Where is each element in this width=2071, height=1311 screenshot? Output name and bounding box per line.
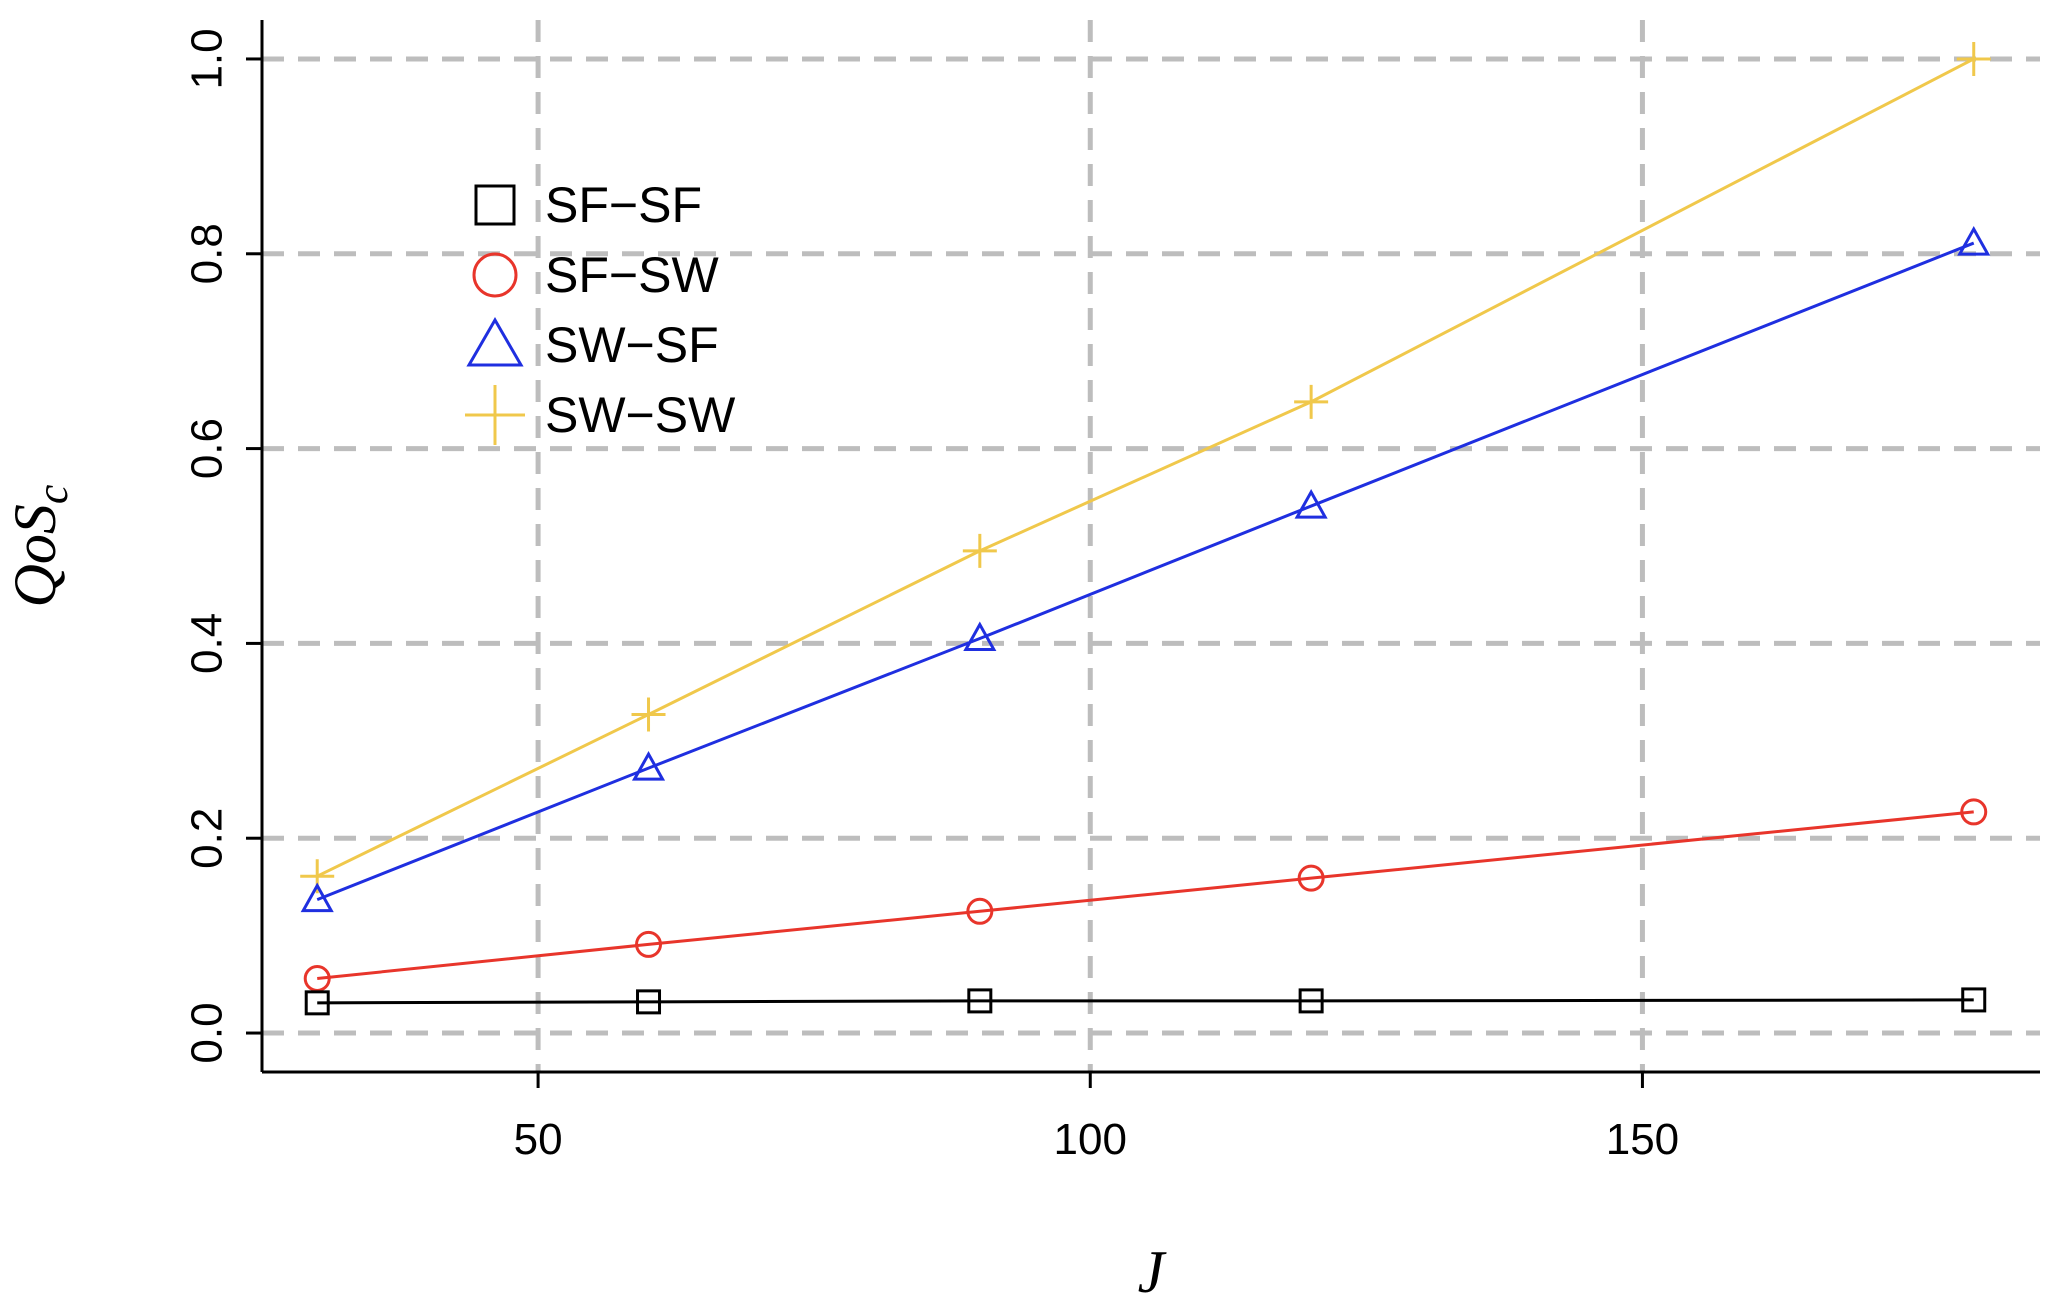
y-axis-title-subscript: c	[28, 484, 77, 504]
x-tick-label: 50	[514, 1115, 563, 1164]
legend-item: SF−SF	[474, 177, 702, 233]
legend-marker-circle	[472, 252, 518, 298]
data-point-plus	[962, 533, 997, 568]
legend-label: SF−SW	[545, 247, 719, 303]
series-line	[317, 810, 1974, 980]
x-tick-label: 150	[1606, 1115, 1679, 1164]
series-line	[316, 241, 1975, 901]
legend-label: SW−SF	[545, 317, 719, 373]
y-axis-title: QoSc	[2, 484, 77, 607]
data-point-square	[1961, 987, 1987, 1013]
axes: 50 100 150 0.0 0.2 0.4 0.6 0.8 1.0	[183, 20, 2040, 1164]
series-group	[300, 225, 1991, 913]
y-tick-label: 0.8	[183, 223, 232, 284]
legend-marker-square	[474, 184, 516, 226]
data-point-plus	[631, 697, 666, 732]
legend-label: SF−SF	[545, 177, 702, 233]
legend-label: SW−SW	[545, 387, 736, 443]
y-tick-label: 1.0	[183, 28, 232, 89]
legend-marker-triangle	[466, 317, 524, 367]
legend: SF−SF SF−SW SW−SF SW−SW	[465, 177, 736, 445]
data-point-circle	[1297, 864, 1325, 892]
legend-item: SW−SF	[466, 317, 719, 373]
data-point-circle	[966, 897, 994, 925]
y-tick-label: 0.4	[183, 613, 232, 674]
grid	[262, 20, 2040, 1072]
legend-marker-plus	[465, 385, 525, 445]
data-point-circle	[635, 930, 663, 958]
data-point-triangle	[1294, 488, 1328, 519]
legend-item: SF−SW	[472, 247, 719, 303]
series-group	[304, 987, 1987, 1016]
series-group	[300, 41, 1991, 894]
data-point-circle	[1960, 798, 1988, 826]
x-tick-label: 100	[1054, 1115, 1127, 1164]
data-point-triangle	[1957, 225, 1991, 256]
series-group	[303, 798, 1988, 992]
legend-item: SW−SW	[465, 385, 736, 445]
data-point-plus	[1956, 41, 1991, 76]
series-line	[317, 998, 1974, 1005]
data-point-triangle	[963, 621, 997, 652]
data-point-triangle	[300, 882, 334, 913]
y-tick-label: 0.2	[183, 808, 232, 869]
data-point-square	[304, 990, 330, 1016]
data-point-triangle	[631, 751, 666, 781]
data-point-square	[967, 988, 993, 1014]
data-point-plus	[1294, 384, 1329, 419]
y-tick-label: 0.0	[183, 1002, 232, 1063]
data-point-square	[1298, 988, 1324, 1014]
y-axis-title-main: QoS	[2, 504, 68, 607]
data-point-square	[636, 989, 662, 1015]
x-axis-title: J	[1138, 1239, 1167, 1305]
y-tick-label: 0.6	[183, 418, 232, 479]
series-layer	[300, 41, 1991, 1016]
